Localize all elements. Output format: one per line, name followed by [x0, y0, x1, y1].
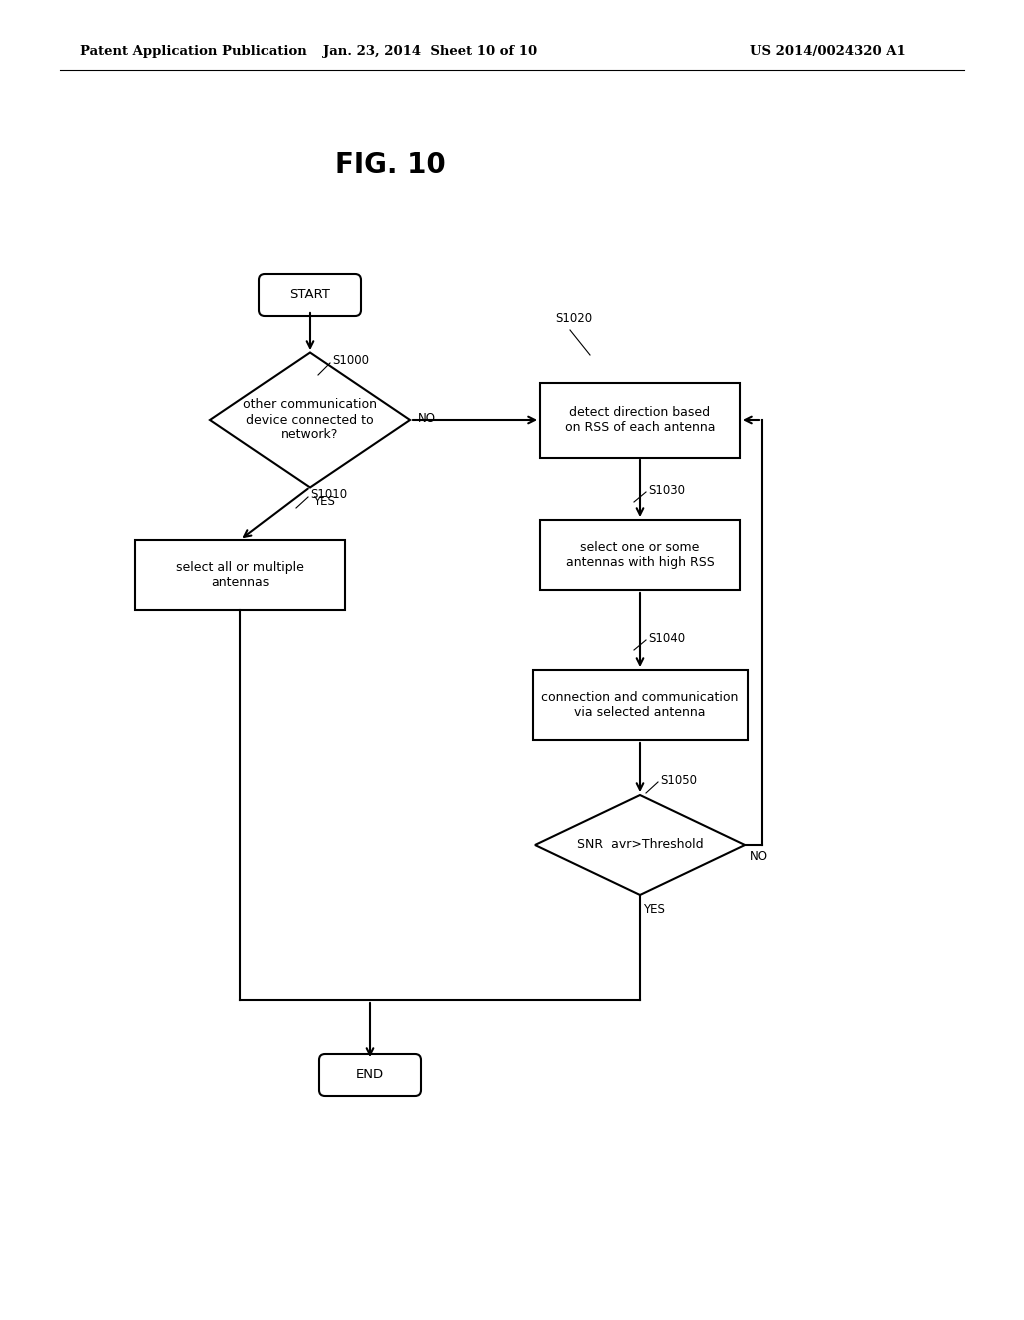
Text: NO: NO	[750, 850, 768, 863]
Text: S1050: S1050	[660, 774, 697, 787]
Text: S1000: S1000	[332, 354, 369, 367]
FancyBboxPatch shape	[319, 1053, 421, 1096]
Text: detect direction based
on RSS of each antenna: detect direction based on RSS of each an…	[565, 407, 715, 434]
Bar	[135, 540, 345, 610]
Bar	[540, 383, 740, 458]
Text: Patent Application Publication: Patent Application Publication	[80, 45, 307, 58]
FancyBboxPatch shape	[259, 275, 361, 315]
Text: S1040: S1040	[648, 631, 685, 644]
Text: S1010: S1010	[310, 488, 347, 502]
Text: connection and communication
via selected antenna: connection and communication via selecte…	[542, 690, 738, 719]
Text: SNR  avr>Threshold: SNR avr>Threshold	[577, 838, 703, 851]
Polygon shape	[210, 352, 410, 487]
Text: S1030: S1030	[648, 483, 685, 496]
Text: S1020: S1020	[555, 312, 592, 325]
Bar	[532, 671, 748, 741]
Polygon shape	[535, 795, 745, 895]
Text: NO: NO	[418, 412, 436, 425]
Text: US 2014/0024320 A1: US 2014/0024320 A1	[750, 45, 906, 58]
Text: YES: YES	[643, 903, 665, 916]
Text: select all or multiple
antennas: select all or multiple antennas	[176, 561, 304, 589]
Text: YES: YES	[313, 495, 335, 508]
Bar	[540, 520, 740, 590]
Text: other communication
device connected to
network?: other communication device connected to …	[243, 399, 377, 441]
Text: END: END	[356, 1068, 384, 1081]
Text: Jan. 23, 2014  Sheet 10 of 10: Jan. 23, 2014 Sheet 10 of 10	[323, 45, 537, 58]
Text: FIG. 10: FIG. 10	[335, 150, 445, 180]
Text: select one or some
antennas with high RSS: select one or some antennas with high RS…	[565, 541, 715, 569]
Text: START: START	[290, 289, 331, 301]
